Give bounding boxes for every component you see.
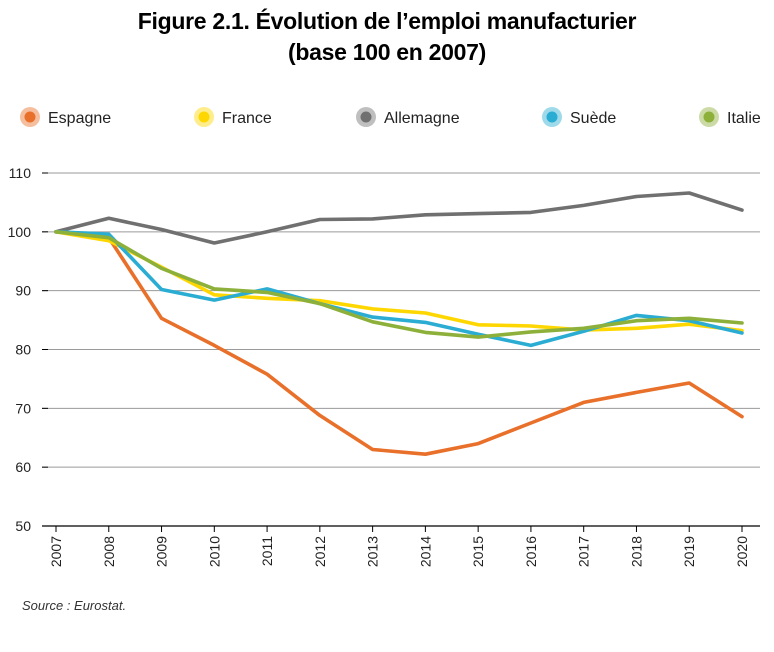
chart-series (54, 191, 744, 457)
legend-label: Espagne (48, 110, 111, 127)
x-tick-label: 2008 (101, 536, 117, 567)
chart-legend: Espagne France Allemagne Suède Italie (20, 107, 761, 127)
chart-title-line2: (base 100 en 2007) (288, 39, 486, 65)
x-tick-label: 2013 (365, 536, 381, 567)
y-tick-label: 80 (15, 342, 31, 358)
x-tick-label: 2014 (417, 536, 433, 567)
legend-marker (546, 111, 558, 123)
x-tick-label: 2015 (470, 536, 486, 567)
x-tick-label: 2011 (259, 536, 275, 566)
chart-title-line1: Figure 2.1. Évolution de l’emploi manufa… (137, 8, 637, 34)
x-tick-label: 2018 (628, 536, 644, 567)
legend-label: France (222, 110, 272, 127)
x-tick-label: 2016 (523, 536, 539, 567)
legend-label: Suède (570, 110, 616, 127)
series-line-allemagne (54, 191, 744, 245)
legend-marker (360, 111, 372, 123)
legend-marker (703, 111, 715, 123)
series-line-suède (54, 230, 744, 348)
y-tick-label: 110 (9, 165, 32, 181)
y-tick-label: 60 (15, 459, 31, 475)
y-tick-label: 90 (15, 283, 31, 299)
source-note: Source : Eurostat. (22, 598, 127, 613)
x-tick-label: 2010 (206, 536, 222, 567)
y-tick-label: 70 (15, 400, 31, 416)
chart-axes: 50 60 70 80 90 100 110 2007 2008 2009 2010 2011 2012… (8, 165, 760, 567)
x-tick-label: 2012 (312, 536, 328, 567)
legend-label: Italie (727, 110, 761, 127)
line-chart: Espagne France Allemagne Suède Italie 50 60 70… (8, 107, 761, 567)
legend-marker (198, 111, 210, 123)
x-tick-label: 2017 (576, 536, 592, 567)
series-line-italie (54, 230, 744, 339)
y-tick-label: 100 (8, 224, 32, 240)
y-tick-label: 50 (15, 518, 31, 534)
x-tick-label: 2007 (48, 536, 64, 567)
legend-marker (24, 111, 36, 123)
x-tick-label: 2019 (681, 536, 697, 567)
x-tick-label: 2009 (154, 536, 170, 567)
legend-label: Allemagne (384, 110, 460, 127)
x-tick-label: 2020 (734, 536, 750, 567)
series-line-espagne (54, 230, 744, 457)
